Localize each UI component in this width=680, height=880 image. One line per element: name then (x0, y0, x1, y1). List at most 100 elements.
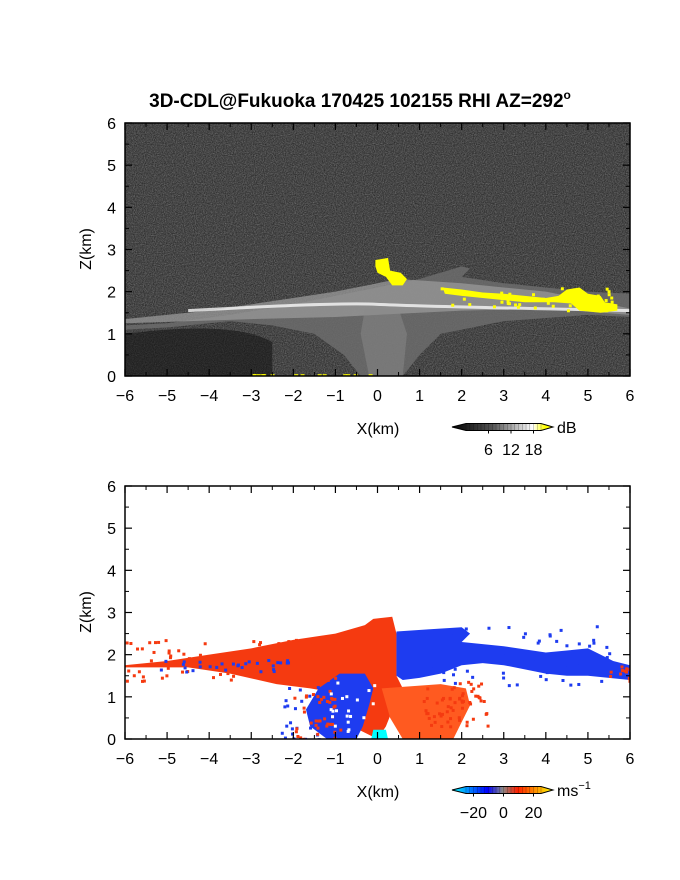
y-tick-label: 5 (107, 521, 116, 538)
positive-velocity-pixel (316, 732, 320, 736)
no-data-pixel (362, 716, 366, 720)
cloud-return-pixel (546, 301, 550, 305)
negative-velocity-pixel (523, 632, 527, 636)
positive-velocity-pixel (311, 693, 315, 697)
negative-velocity-pixel (536, 641, 540, 645)
no-data-pixel (371, 702, 375, 706)
negative-velocity-pixel (608, 652, 612, 656)
positive-velocity-pixel (333, 639, 337, 643)
cloud-return-far (442, 287, 618, 313)
positive-velocity-pixel (323, 717, 327, 721)
negative-velocity-pixel (443, 655, 447, 659)
positive-velocity-pixel (460, 699, 464, 703)
negative-velocity-pixel (464, 627, 468, 631)
no-data-pixel (346, 729, 350, 733)
y-tick-label: 6 (107, 479, 116, 496)
positive-velocity-pixel (296, 734, 300, 738)
positive-velocity-pixel (226, 672, 230, 676)
positive-velocity-pixel (169, 654, 173, 658)
negative-velocity-pixel (336, 691, 340, 695)
x-tick-label: −5 (158, 388, 176, 405)
positive-velocity-pixel (332, 638, 336, 642)
ground-return-pixel (346, 374, 351, 376)
intensity-bright-line (188, 302, 630, 313)
negative-velocity-pixel (504, 651, 508, 655)
positive-velocity-pixel (472, 687, 476, 691)
positive-velocity-pixel (471, 717, 475, 721)
colorbar-tick-label: 6 (484, 442, 493, 459)
negative-velocity-pixel (298, 688, 302, 692)
positive-velocity-pixel (446, 705, 450, 709)
positive-velocity-pixel (330, 697, 334, 701)
positive-velocity-pixel (316, 651, 320, 655)
velocity-x-axis-label: X(km) (357, 784, 400, 801)
cloud-return-pixel (518, 303, 522, 307)
negative-velocity-pixel (595, 625, 599, 629)
intensity-field (125, 257, 630, 376)
negative-velocity-pixel (442, 671, 446, 675)
positive-velocity-pixel (293, 696, 297, 700)
positive-velocity-pixel (438, 712, 442, 716)
positive-velocity-pixel (452, 686, 456, 690)
negative-velocity-pixel (323, 711, 327, 715)
colorbar-tick-label: 0 (499, 805, 508, 822)
cloud-return-pixel (564, 298, 568, 302)
positive-velocity-pixel (309, 721, 313, 725)
positive-velocity-pixel (332, 705, 336, 709)
cloud-return-pixel (506, 299, 510, 303)
positive-velocity-pixel (467, 680, 471, 684)
y-tick-label: 0 (107, 369, 116, 386)
positive-velocity-pixel (462, 700, 466, 704)
cloud-return-pixel (592, 302, 596, 306)
positive-velocity-pixel (174, 662, 178, 666)
positive-velocity-pixel (334, 662, 338, 666)
positive-velocity-pixel (285, 654, 289, 658)
negative-velocity-pixel (271, 664, 275, 668)
negative-velocity-pixel (522, 635, 526, 639)
negative-velocity-pixel (329, 715, 333, 719)
positive-velocity-pixel (242, 659, 246, 663)
x-tick-label: 3 (499, 388, 508, 405)
velocity-axes: −6 −5 −4 −3 −2 −1 0 1 2 3 4 5 6 0 1 2 3 4 5 6 (107, 479, 634, 768)
positive-velocity-pixel (320, 697, 324, 701)
negative-velocity-pixel (442, 678, 446, 682)
negative-velocity-pixel (291, 732, 295, 736)
y-tick-label: 1 (107, 327, 116, 344)
negative-velocity-pixel (501, 671, 505, 675)
colorbar-unit: dB (557, 420, 577, 437)
y-tick-label: 3 (107, 243, 116, 260)
negative-velocity-pixel (323, 730, 327, 734)
ground-return-pixel (294, 374, 299, 376)
negative-velocity-pixel (565, 644, 569, 648)
cloud-return-pixel (516, 305, 520, 309)
negative-velocity-pixel (531, 660, 535, 664)
positive-velocity-pixel (132, 674, 136, 678)
positive-velocity-pixel (148, 641, 152, 645)
negative-velocity-pixel (336, 700, 340, 704)
positive-velocity-pixel (425, 712, 429, 716)
positive-velocity-pixel (328, 689, 332, 693)
positive-velocity-pixel (449, 725, 453, 729)
negative-velocity-pixel (555, 639, 559, 643)
positive-velocity-pixel (449, 706, 453, 710)
negative-velocity-pixel (430, 653, 434, 657)
colorbar-tick-label: 18 (525, 442, 543, 459)
negative-velocity-pixel (559, 628, 563, 632)
positive-velocity-pixel (140, 647, 144, 651)
positive-velocity-pixel (333, 697, 337, 701)
negative-velocity-pixel (285, 661, 289, 665)
positive-velocity-pixel (460, 706, 464, 710)
positive-velocity-pixel (461, 692, 465, 696)
negative-velocity-pixel (231, 662, 235, 666)
positive-velocity-pixel (318, 671, 322, 675)
x-tick-label: −2 (284, 388, 302, 405)
no-data-pixel (347, 709, 351, 713)
negative-velocity-pixel (453, 681, 457, 685)
velocity-panel: −6 −5 −4 −3 −2 −1 0 1 2 3 4 5 6 0 1 2 3 4 5 6 X(km) Z(km) m… (78, 479, 635, 822)
negative-velocity-pixel (577, 642, 581, 646)
negative-velocity-pixel (441, 647, 445, 651)
positive-velocity-pixel (446, 720, 450, 724)
negative-velocity-pixel (422, 635, 426, 639)
cloud-return-pixel (506, 301, 510, 305)
positive-velocity-pixel (318, 700, 322, 704)
